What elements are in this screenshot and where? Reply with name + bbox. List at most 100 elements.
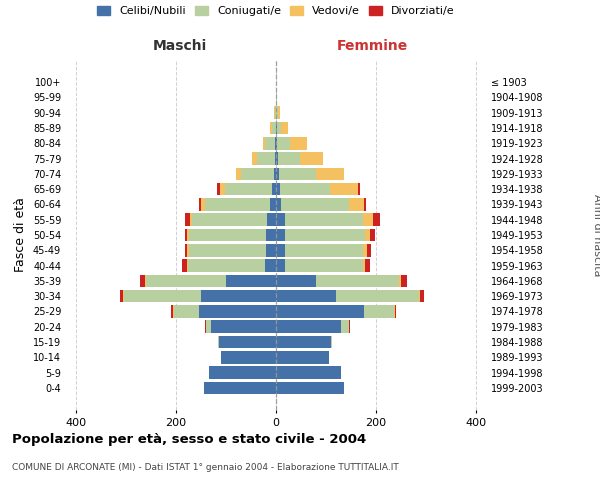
Bar: [241, 168, 274, 180]
Bar: [187, 244, 188, 256]
Bar: [224, 183, 272, 196]
Bar: [373, 214, 380, 226]
Bar: [285, 244, 362, 256]
Bar: [277, 152, 300, 165]
Bar: [140, 274, 145, 287]
Bar: [266, 228, 276, 241]
Bar: [276, 137, 277, 149]
Bar: [203, 382, 276, 394]
Text: Femmine: Femmine: [337, 38, 407, 52]
Bar: [265, 137, 275, 149]
Bar: [275, 106, 276, 119]
Bar: [221, 351, 276, 364]
Bar: [188, 244, 266, 256]
Bar: [276, 305, 364, 318]
Bar: [209, 366, 276, 379]
Bar: [281, 122, 288, 134]
Bar: [285, 214, 362, 226]
Bar: [275, 137, 276, 149]
Bar: [276, 228, 285, 241]
Bar: [420, 290, 424, 302]
Bar: [145, 274, 146, 287]
Bar: [226, 274, 276, 287]
Bar: [365, 228, 370, 241]
Bar: [276, 274, 316, 287]
Bar: [185, 228, 187, 241]
Text: Anni di nascita: Anni di nascita: [592, 194, 600, 276]
Bar: [271, 122, 275, 134]
Bar: [217, 183, 220, 196]
Bar: [276, 214, 285, 226]
Bar: [300, 152, 323, 165]
Bar: [276, 183, 280, 196]
Bar: [252, 152, 257, 165]
Bar: [285, 260, 362, 272]
Bar: [395, 305, 396, 318]
Bar: [124, 290, 201, 302]
Bar: [290, 137, 307, 149]
Bar: [205, 198, 270, 210]
Bar: [185, 244, 187, 256]
Bar: [274, 168, 276, 180]
Bar: [276, 244, 285, 256]
Bar: [276, 351, 329, 364]
Bar: [276, 168, 278, 180]
Text: Maschi: Maschi: [153, 38, 207, 52]
Bar: [263, 137, 265, 149]
Bar: [257, 152, 275, 165]
Bar: [364, 305, 394, 318]
Bar: [201, 290, 276, 302]
Bar: [419, 290, 420, 302]
Bar: [276, 260, 285, 272]
Bar: [336, 290, 419, 302]
Bar: [362, 260, 365, 272]
Bar: [278, 168, 316, 180]
Bar: [276, 152, 277, 165]
Bar: [276, 106, 277, 119]
Bar: [190, 214, 192, 226]
Bar: [206, 320, 211, 333]
Bar: [277, 122, 281, 134]
Bar: [146, 274, 226, 287]
Text: Popolazione per età, sesso e stato civile - 2004: Popolazione per età, sesso e stato civil…: [12, 432, 366, 446]
Bar: [276, 198, 281, 210]
Bar: [370, 228, 375, 241]
Legend: Celibi/Nubili, Coniugati/e, Vedovi/e, Divorziati/e: Celibi/Nubili, Coniugati/e, Vedovi/e, Di…: [97, 6, 455, 16]
Bar: [120, 290, 122, 302]
Bar: [173, 305, 199, 318]
Bar: [236, 168, 241, 180]
Bar: [349, 198, 364, 210]
Bar: [267, 214, 276, 226]
Bar: [272, 183, 276, 196]
Bar: [330, 183, 358, 196]
Bar: [276, 336, 331, 348]
Bar: [266, 244, 276, 256]
Bar: [362, 244, 367, 256]
Bar: [341, 320, 349, 333]
Bar: [365, 260, 370, 272]
Bar: [276, 290, 336, 302]
Bar: [218, 336, 276, 348]
Bar: [188, 228, 266, 241]
Bar: [364, 198, 366, 210]
Bar: [270, 198, 276, 210]
Bar: [199, 305, 276, 318]
Text: COMUNE DI ARCONATE (MI) - Dati ISTAT 1° gennaio 2004 - Elaborazione TUTTITALIA.I: COMUNE DI ARCONATE (MI) - Dati ISTAT 1° …: [12, 462, 399, 471]
Bar: [316, 168, 343, 180]
Bar: [362, 214, 373, 226]
Bar: [276, 366, 341, 379]
Bar: [211, 320, 276, 333]
Bar: [331, 336, 332, 348]
Bar: [285, 228, 365, 241]
Bar: [201, 198, 205, 210]
Bar: [281, 198, 349, 210]
Bar: [280, 183, 330, 196]
Bar: [192, 214, 267, 226]
Bar: [394, 305, 395, 318]
Bar: [182, 260, 187, 272]
Bar: [401, 274, 407, 287]
Bar: [185, 214, 190, 226]
Bar: [187, 260, 265, 272]
Bar: [220, 183, 224, 196]
Bar: [199, 198, 201, 210]
